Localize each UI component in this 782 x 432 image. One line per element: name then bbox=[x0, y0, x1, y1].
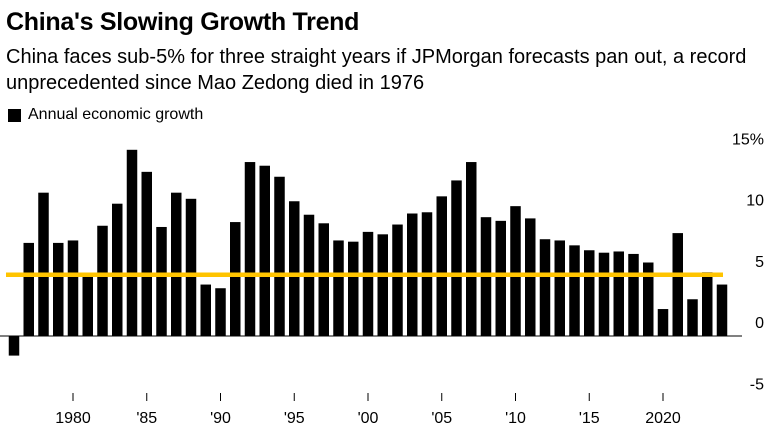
bar-2023 bbox=[702, 272, 713, 336]
chart-subtitle: China faces sub-5% for three straight ye… bbox=[6, 46, 747, 94]
y-tick-label: 5 bbox=[755, 254, 764, 271]
bar-2018 bbox=[628, 253, 639, 337]
bar-2022 bbox=[687, 299, 698, 336]
bar-1997 bbox=[318, 223, 329, 336]
bar-1986 bbox=[156, 226, 167, 336]
bar-2002 bbox=[392, 224, 403, 336]
bar-1994 bbox=[274, 176, 285, 336]
bar-1998 bbox=[333, 240, 344, 336]
bar-1987 bbox=[171, 192, 182, 336]
y-tick-label: 0 bbox=[755, 315, 764, 332]
bar-2007 bbox=[466, 162, 477, 336]
bar-2015 bbox=[584, 250, 595, 336]
bar-1981 bbox=[82, 273, 93, 336]
bar-2000 bbox=[362, 231, 374, 337]
legend-label: Annual economic growth bbox=[28, 106, 204, 123]
x-tick-label: 1980 bbox=[55, 410, 91, 427]
bar-1984 bbox=[126, 149, 138, 336]
x-tick-label: '05 bbox=[431, 410, 452, 427]
bar-1993 bbox=[259, 165, 270, 336]
x-tick-label: '10 bbox=[505, 410, 526, 427]
x-tick-label: '95 bbox=[284, 410, 305, 427]
bar-2001 bbox=[377, 234, 388, 336]
bar-2013 bbox=[554, 240, 565, 336]
bar-1999 bbox=[348, 241, 359, 337]
bar-1991 bbox=[230, 222, 241, 336]
legend: Annual economic growth bbox=[8, 106, 203, 124]
bar-1976 bbox=[8, 336, 20, 356]
y-tick-label: 10 bbox=[746, 193, 764, 210]
bar-2011 bbox=[525, 218, 536, 336]
bar-1988 bbox=[185, 198, 197, 336]
x-tick-label: '00 bbox=[358, 410, 379, 427]
bar-2012 bbox=[539, 239, 551, 336]
x-tick-label: 2020 bbox=[645, 410, 681, 427]
y-tick-label: -5 bbox=[750, 376, 764, 393]
bar-2006 bbox=[451, 180, 462, 336]
legend-swatch bbox=[8, 108, 21, 122]
bar-1978 bbox=[38, 192, 49, 336]
bar-1990 bbox=[215, 288, 226, 336]
bar-2021 bbox=[672, 233, 683, 336]
bar-2019 bbox=[643, 262, 654, 336]
bar-2017 bbox=[613, 251, 624, 336]
bar-1980 bbox=[67, 240, 79, 336]
bar-2010 bbox=[510, 206, 521, 336]
bar-2005 bbox=[436, 196, 447, 336]
bar-1995 bbox=[289, 201, 300, 336]
chart-title: China's Slowing Growth Trend bbox=[6, 8, 360, 36]
bar-2024 bbox=[716, 284, 728, 336]
bar-1992 bbox=[244, 162, 256, 336]
bar-1979 bbox=[53, 242, 64, 336]
x-tick-label: '15 bbox=[579, 410, 600, 427]
bar-1985 bbox=[141, 171, 152, 336]
bar-1989 bbox=[200, 284, 211, 336]
bar-1977 bbox=[23, 242, 34, 336]
bar-2014 bbox=[569, 245, 580, 336]
x-tick-label: '90 bbox=[210, 410, 231, 427]
x-tick-label: '85 bbox=[136, 410, 157, 427]
bar-1982 bbox=[97, 225, 108, 336]
y-tick-label: 15% bbox=[732, 131, 764, 148]
bar-2020 bbox=[657, 309, 669, 336]
bar-1983 bbox=[112, 203, 123, 336]
bar-2009 bbox=[495, 220, 506, 336]
bar-2016 bbox=[598, 252, 610, 336]
